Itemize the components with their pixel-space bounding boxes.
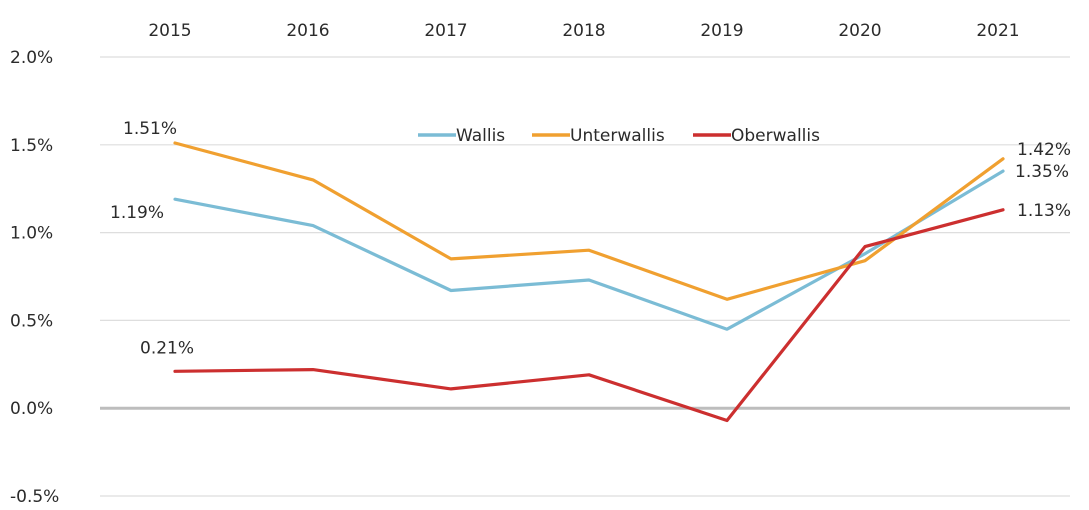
y-tick-label: 1.0%	[10, 224, 53, 244]
y-tick-label: -0.5%	[10, 487, 59, 507]
legend: Wallis Unterwallis Oberwallis	[418, 126, 820, 146]
series-line-wallis	[173, 169, 1005, 331]
data-label-unterwallis: 1.51%	[123, 119, 177, 139]
series-line-unterwallis	[173, 141, 1005, 301]
legend-label-unterwallis: Unterwallis	[570, 126, 665, 146]
x-tick-label: 2019	[700, 21, 743, 41]
x-tick-label: 2016	[286, 21, 329, 41]
x-tick-label: 2018	[562, 21, 605, 41]
data-label-unterwallis: 1.42%	[1017, 140, 1071, 160]
legend-label-wallis: Wallis	[456, 126, 505, 146]
data-label-oberwallis: 1.13%	[1017, 201, 1071, 221]
x-tick-label: 2021	[976, 21, 1019, 41]
y-tick-label: 2.0%	[10, 48, 53, 68]
x-axis-ticks: 2015 2016 2017 2018 2019 2020 2021	[148, 21, 1019, 41]
data-label-wallis: 1.35%	[1015, 162, 1069, 182]
x-tick-label: 2020	[838, 21, 881, 41]
gridlines	[100, 56, 1070, 497]
y-tick-label: 0.5%	[10, 311, 53, 331]
data-labels: 1.19% 1.35% 1.51% 1.42% 0.21% 1.13%	[110, 119, 1071, 358]
y-tick-label: 0.0%	[10, 399, 53, 419]
y-axis-ticks: 2.0% 1.5% 1.0% 0.5% 0.0% -0.5%	[10, 48, 59, 507]
y-tick-label: 1.5%	[10, 136, 53, 156]
series-line-oberwallis	[173, 208, 1005, 423]
series-lines	[173, 141, 1005, 423]
data-label-wallis: 1.19%	[110, 203, 164, 223]
x-tick-label: 2015	[148, 21, 191, 41]
x-tick-label: 2017	[424, 21, 467, 41]
data-label-oberwallis: 0.21%	[140, 338, 194, 358]
legend-label-oberwallis: Oberwallis	[731, 126, 820, 146]
